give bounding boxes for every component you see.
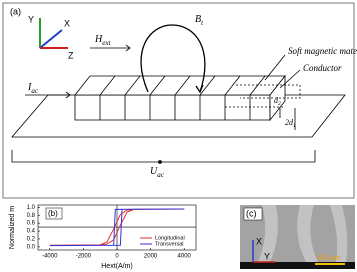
axis-label: Y xyxy=(264,251,270,261)
axis-label: X xyxy=(256,236,262,246)
base-plate xyxy=(11,94,346,138)
label-main: d xyxy=(274,96,279,105)
label-sub: 1 xyxy=(293,123,296,129)
panel-c: (c) X Y 100 μm xyxy=(240,205,355,269)
axis-label: Z xyxy=(68,50,74,60)
panel-label: (c) xyxy=(246,208,257,218)
axis-label: Y xyxy=(28,14,34,24)
legend-label: Longitudinal xyxy=(155,235,185,241)
y-tick-label: 0.0 xyxy=(27,244,36,250)
domain-walls xyxy=(99,75,266,120)
label-main: U xyxy=(150,166,158,177)
y-tick-label: 0.8 xyxy=(27,213,36,219)
leader-lines xyxy=(264,54,301,89)
label-box xyxy=(45,207,63,220)
panel-a-texts: (a) Y X Z Soft magnetic material Conduct… xyxy=(10,6,357,178)
scale-label: 100 μm xyxy=(317,255,341,262)
label-main: I xyxy=(27,82,32,93)
x-axis-title: Hext(A/m) xyxy=(101,263,133,270)
conductor-outline xyxy=(225,84,301,108)
node xyxy=(158,160,162,164)
label-main: H xyxy=(94,34,103,45)
y-tick-label: 1.0 xyxy=(27,205,36,211)
iac-arrow xyxy=(25,91,71,99)
label: Conductor xyxy=(303,63,342,73)
label: Soft magnetic material xyxy=(288,46,357,56)
arrow xyxy=(195,84,204,94)
panel-b: 0.00.2 0.4 0.6 0.8 1.0 -4000 -2000 0 2000 4000 Lon… xyxy=(9,204,197,270)
label-sub: ext xyxy=(102,39,111,47)
x-tick-label: -2000 xyxy=(76,254,92,260)
label-sub: ac xyxy=(31,87,39,95)
x-tick-label: 2000 xyxy=(144,254,158,260)
series-line xyxy=(49,208,185,247)
label: Hext xyxy=(94,34,111,46)
axis-label: X xyxy=(64,18,70,28)
axis-x xyxy=(39,29,63,49)
bar-top xyxy=(74,75,286,96)
y-tick-label: 0.2 xyxy=(27,237,36,243)
x-tick-label: 4000 xyxy=(178,254,192,260)
label: Uac xyxy=(150,166,165,178)
field-loop xyxy=(140,24,206,93)
uac-wire xyxy=(11,150,316,163)
panel-a xyxy=(2,2,355,199)
panel-label: (a) xyxy=(10,6,21,16)
label-box xyxy=(243,207,263,221)
legend-label: Transversal xyxy=(155,241,184,247)
bar-front xyxy=(74,94,271,121)
label: Iac xyxy=(27,82,39,94)
info-bar xyxy=(240,262,355,269)
y-tick-label: 0.6 xyxy=(27,221,36,227)
label-main: B xyxy=(195,14,201,25)
label: d2 xyxy=(274,96,281,107)
domain-stripes xyxy=(258,205,348,262)
label: Bt xyxy=(195,14,204,26)
x-tick-label: -4000 xyxy=(42,254,58,260)
y-tick-label: 0.4 xyxy=(27,229,36,235)
y-axis-title: Normalized m xyxy=(9,206,16,249)
panel-frame xyxy=(2,2,355,199)
label-sub: ac xyxy=(157,171,165,179)
hext-arrow xyxy=(90,44,131,52)
x-tick-label: 0 xyxy=(115,254,119,260)
dimension-lines xyxy=(279,108,296,130)
label-sub: t xyxy=(201,19,204,27)
label-sub: 2 xyxy=(278,101,281,107)
label-main: 2d xyxy=(285,118,294,127)
label: 2d1 xyxy=(285,118,296,129)
panel-label: (b) xyxy=(48,209,58,218)
